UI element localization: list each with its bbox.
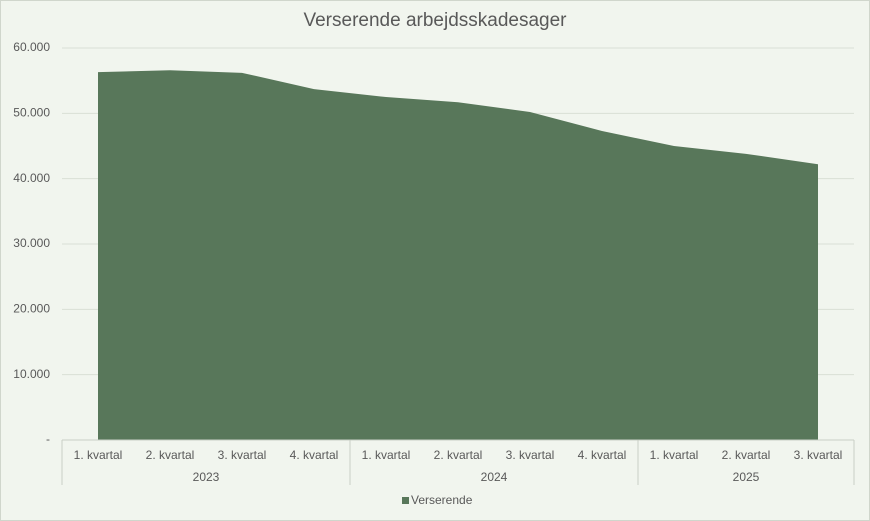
y-tick-label: 60.000 — [13, 40, 50, 54]
x-tick-label: 2. kvartal — [722, 448, 771, 462]
legend-label: Verserende — [411, 493, 473, 507]
legend-swatch — [402, 497, 409, 504]
y-tick-label: - — [46, 432, 50, 446]
x-tick-label: 4. kvartal — [578, 448, 627, 462]
x-tick-label: 3. kvartal — [218, 448, 267, 462]
x-tick-label: 4. kvartal — [290, 448, 339, 462]
area — [98, 70, 818, 441]
x-tick-label: 3. kvartal — [506, 448, 555, 462]
x-tick-label: 1. kvartal — [650, 448, 699, 462]
x-group-label: 2025 — [733, 470, 760, 484]
x-tick-label: 2. kvartal — [146, 448, 195, 462]
y-tick-label: 20.000 — [13, 302, 50, 316]
x-group-label: 2024 — [481, 470, 508, 484]
chart-title: Verserende arbejdsskadesager — [303, 10, 567, 31]
x-tick-label: 3. kvartal — [794, 448, 843, 462]
y-tick-label: 10.000 — [13, 367, 50, 381]
y-tick-label: 50.000 — [13, 106, 50, 120]
x-tick-label: 1. kvartal — [362, 448, 411, 462]
x-tick-label: 1. kvartal — [74, 448, 123, 462]
y-tick-label: 40.000 — [13, 171, 50, 185]
x-tick-label: 2. kvartal — [434, 448, 483, 462]
x-group-label: 2023 — [193, 470, 220, 484]
y-tick-label: 30.000 — [13, 236, 50, 250]
